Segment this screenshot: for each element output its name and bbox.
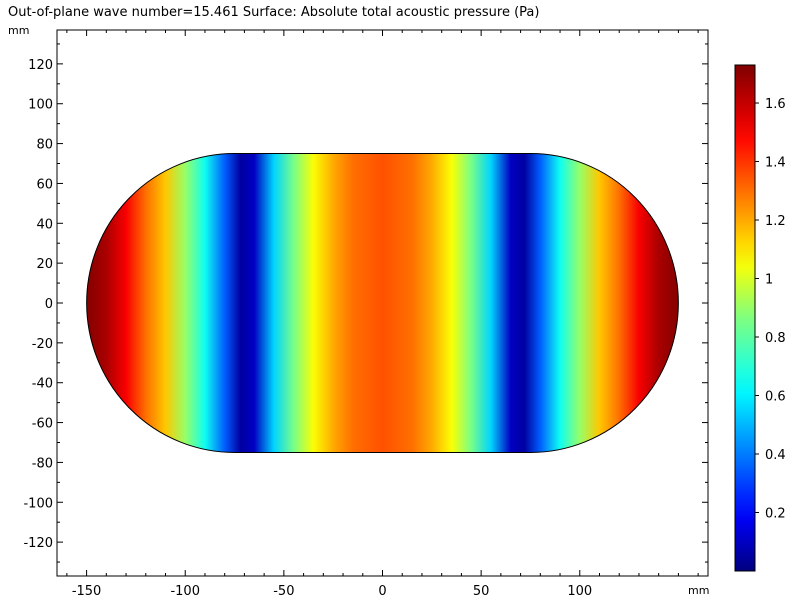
y-tick-label: 60 <box>36 177 53 192</box>
colorbar: 0.2 0.4 0.6 0.8 1 1.2 1.4 1.6 <box>734 64 786 572</box>
colorbar-tick-label: 1.2 <box>765 214 786 229</box>
x-tick-label: -100 <box>170 584 200 599</box>
y-tick-label: 40 <box>36 217 53 232</box>
y-tick-label: -20 <box>32 337 53 352</box>
colorbar-tick-label: 1.4 <box>765 156 786 171</box>
colorbar-tick-label: 1 <box>765 273 773 288</box>
plot-title: Out-of-plane wave number=15.461 Surface:… <box>8 5 540 20</box>
y-tick-label: -100 <box>23 496 53 511</box>
y-tick-label: 20 <box>36 257 53 272</box>
y-tick-label: 120 <box>28 58 53 73</box>
x-tick-label: 50 <box>473 584 490 599</box>
x-tick-label: -150 <box>72 584 102 599</box>
pressure-field-surface <box>86 153 679 453</box>
x-axis: -150 -100 -50 0 50 100 <box>66 30 699 599</box>
y-tick-label: 100 <box>28 98 53 113</box>
pressure-field <box>86 153 679 453</box>
y-axis: -120 -100 -80 -60 -40 -20 0 20 40 60 80 100 120 <box>23 43 708 563</box>
colorbar-tick-label: 0.6 <box>765 390 786 405</box>
domain-outline <box>86 153 679 453</box>
y-tick-label: -80 <box>32 456 53 471</box>
x-tick-label: 100 <box>567 584 592 599</box>
colorbar-tick-label: 1.6 <box>765 97 786 112</box>
colorbar-tick-label: 0.2 <box>765 507 786 522</box>
colorbar-tick-label: 0.4 <box>765 448 786 463</box>
y-tick-label: 0 <box>45 297 53 312</box>
colorbar-scale <box>734 64 756 572</box>
y-tick-label: -60 <box>32 417 53 432</box>
x-tick-label: -50 <box>273 584 294 599</box>
y-axis-unit-label: mm <box>8 24 30 37</box>
x-axis-unit-label: mm <box>688 584 710 597</box>
x-tick-label: 0 <box>378 584 386 599</box>
y-tick-label: -120 <box>23 536 53 551</box>
y-tick-label: 80 <box>36 138 53 153</box>
y-tick-label: -40 <box>32 377 53 392</box>
colorbar-tick-label: 0.8 <box>765 331 786 346</box>
